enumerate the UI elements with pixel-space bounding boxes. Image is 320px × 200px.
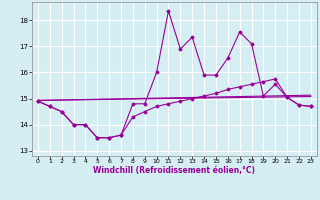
X-axis label: Windchill (Refroidissement éolien,°C): Windchill (Refroidissement éolien,°C) (93, 166, 255, 175)
